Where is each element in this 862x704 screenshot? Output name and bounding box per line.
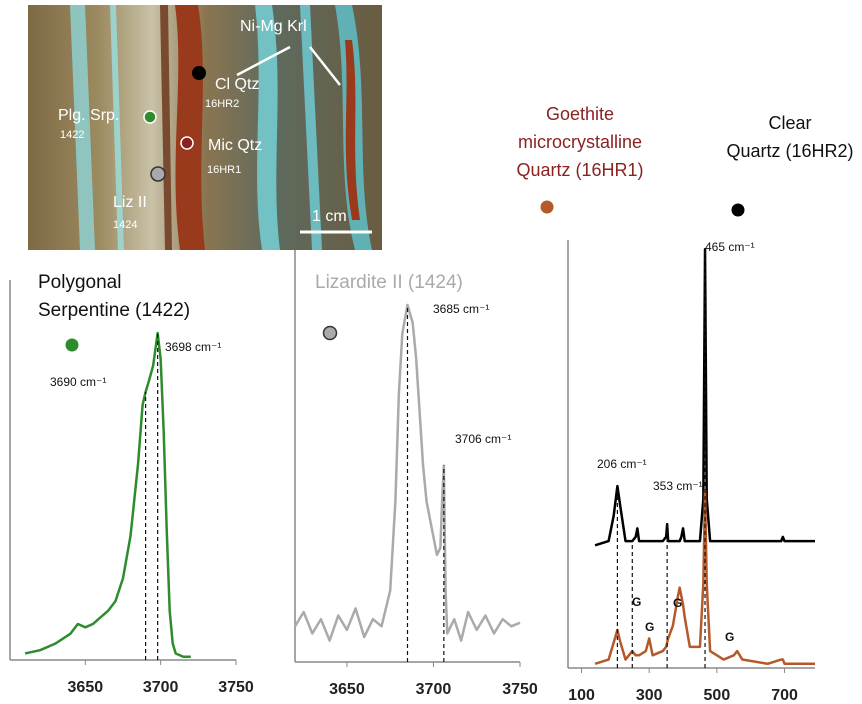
legend-label: Goethite [546, 104, 614, 124]
x-tick-label: 100 [568, 687, 595, 704]
x-tick-label: 300 [636, 687, 663, 704]
series-line [594, 247, 815, 547]
photo: Ni-Mg Krl Cl Qtz 16HR2 Plg. Srp. 1422 Mi… [28, 5, 382, 250]
annotation: 465 cm⁻¹ [705, 240, 755, 254]
photo-label: 16HR1 [207, 164, 241, 176]
x-tick-label: 3700 [143, 679, 179, 696]
chart-title: Polygonal [38, 272, 121, 293]
annotation: 3690 cm⁻¹ [50, 375, 106, 389]
photo-label: 1424 [113, 219, 137, 231]
annotation: 3685 cm⁻¹ [433, 302, 489, 316]
x-tick-label: 3700 [416, 681, 452, 698]
photo-label: 16HR2 [205, 98, 239, 110]
chart-title: Serpentine (1422) [38, 300, 190, 321]
x-tick-label: 3650 [68, 679, 104, 696]
annotation: G [673, 596, 682, 610]
x-tick-label: 3750 [502, 681, 538, 698]
legend-marker [731, 203, 745, 217]
chart-title: Lizardite II (1424) [315, 272, 463, 293]
annotation: 353 cm⁻¹ [653, 479, 703, 493]
legend-label: Quartz (16HR1) [516, 160, 643, 180]
x-tick-label: 700 [771, 687, 798, 704]
legend-marker [540, 200, 554, 214]
photo-label: Mic Qtz [208, 137, 262, 154]
photo-label: Liz II [113, 194, 147, 211]
annotation: G [632, 595, 641, 609]
legend-marker [65, 338, 79, 352]
legend-marker [322, 325, 338, 341]
annotation: G [645, 620, 654, 634]
series-line [24, 331, 191, 658]
annotation: G [725, 630, 734, 644]
annotation: 3706 cm⁻¹ [455, 432, 511, 446]
x-tick-label: 3650 [329, 681, 365, 698]
photo-label: Cl Qtz [215, 76, 259, 93]
annotation: 206 cm⁻¹ [597, 457, 647, 471]
legend-label: Clear [768, 113, 811, 133]
x-tick-label: 3750 [218, 679, 254, 696]
photo-label: Plg. Srp. [58, 107, 119, 124]
legend-label: Quartz (16HR2) [726, 141, 853, 161]
photo-label: 1 cm [312, 208, 347, 225]
x-tick-label: 500 [704, 687, 731, 704]
legend-label: microcrystalline [518, 132, 642, 152]
series-line [293, 303, 521, 642]
annotation: 3698 cm⁻¹ [165, 340, 221, 354]
photo-label: Ni-Mg Krl [240, 18, 307, 35]
photo-label: 1422 [60, 129, 84, 141]
